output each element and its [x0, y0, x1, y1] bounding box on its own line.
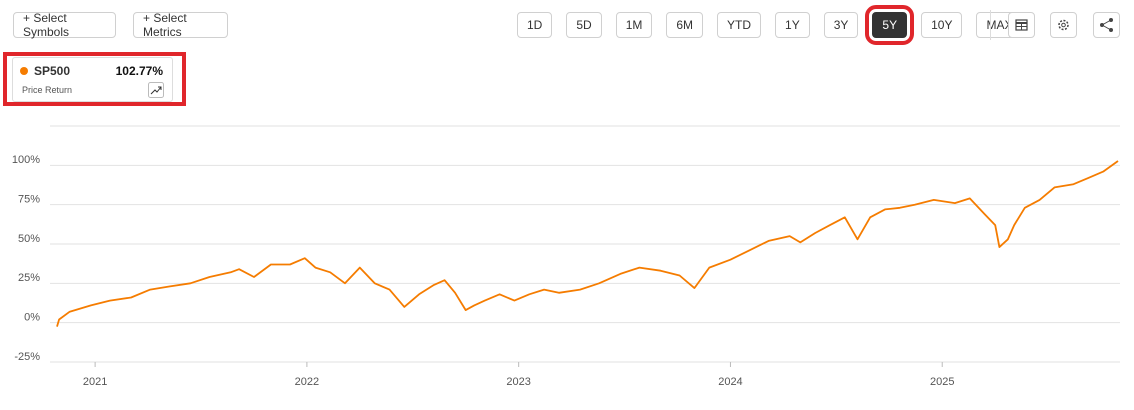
y-tick-label: -25% — [14, 351, 40, 363]
legend-value: 102.77% — [115, 64, 163, 78]
highlight-box — [3, 52, 186, 106]
range-button[interactable]: 1Y — [775, 12, 810, 38]
range-button[interactable]: 10Y — [921, 12, 963, 38]
range-selector: 1D 5D 1M 6M YTD 1Y 3Y 5Y 10Y MAX — [517, 5, 1023, 45]
range-button[interactable]: 1M — [615, 12, 653, 38]
select-symbols-button[interactable]: + Select Symbols — [13, 11, 116, 39]
table-icon — [1015, 19, 1028, 31]
legend-metric: Price Return — [22, 85, 73, 95]
legend-card: SP500 102.77% Price Return — [12, 57, 173, 102]
legend-symbol: SP500 — [34, 64, 71, 78]
x-tick-label: 2024 — [718, 376, 742, 388]
y-tick-label: 50% — [18, 233, 40, 245]
table-button[interactable] — [1008, 12, 1035, 38]
gear-icon — [1058, 19, 1069, 31]
y-tick-label: 25% — [18, 272, 40, 284]
settings-button[interactable] — [1050, 12, 1077, 38]
x-tick-label: 2025 — [930, 376, 954, 388]
share-icon — [1100, 18, 1113, 32]
select-metrics-button[interactable]: + Select Metrics — [133, 11, 228, 39]
range-button[interactable]: 3Y — [823, 12, 859, 38]
trend-icon[interactable] — [148, 82, 164, 98]
share-button[interactable] — [1093, 12, 1120, 38]
x-tick-label: 2023 — [506, 376, 530, 388]
separator — [990, 10, 991, 40]
line — [56, 160, 1119, 327]
range-button[interactable]: 6M — [666, 12, 704, 38]
legend-dot — [20, 67, 28, 75]
y-tick-label: 100% — [12, 154, 40, 166]
range-button[interactable]: 5D — [566, 12, 602, 38]
x-tick-label: 2022 — [295, 376, 319, 388]
x-tick-label: 2021 — [83, 376, 107, 388]
y-tick-label: 75% — [18, 194, 40, 206]
range-button[interactable]: 1D — [517, 12, 553, 38]
y-tick-label: 0% — [24, 312, 40, 324]
range-button[interactable]: YTD — [717, 12, 762, 38]
range-button[interactable]: 5Y — [865, 5, 915, 45]
